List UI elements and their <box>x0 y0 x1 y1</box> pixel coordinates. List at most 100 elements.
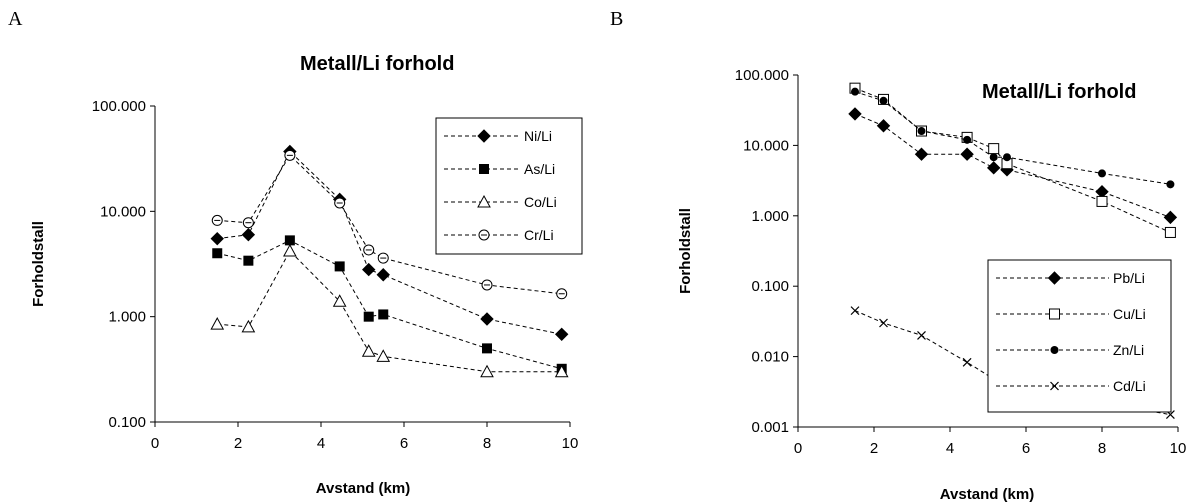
panel-b-series-pb-li-point <box>960 147 974 161</box>
panel-a-series-cr-li-point <box>363 244 375 256</box>
panel-a-series-ni-li-point <box>241 227 256 242</box>
panel-a-x-tick-label: 10 <box>562 435 579 452</box>
panel-a-series-cr-li-point <box>211 214 223 226</box>
panel-a-series-co-li-point <box>241 319 256 333</box>
panel-a-x-tick-label: 8 <box>483 435 491 452</box>
panel-a-series-as-li-point <box>212 248 223 259</box>
panel-b-chart: 0.001 0.010 0.100 1.000 10.000 100.000 0 2 4 6 8 10… <box>677 67 1186 503</box>
panel-b-legend-item: Zn/Li <box>996 342 1144 358</box>
panel-b-legend-label: Zn/Li <box>1113 342 1144 358</box>
panel-b-series-zn-li-point <box>1166 180 1175 189</box>
panel-b-series-zn-li-point <box>1098 169 1106 178</box>
panel-a-series-as-li-point <box>363 311 374 322</box>
panel-b-series-pb-li-point <box>848 107 862 121</box>
panel-b-y-tick-label: 0.010 <box>751 349 789 366</box>
panel-b-y-tick-label: 1.000 <box>751 208 789 225</box>
panel-a-series-co-li-point <box>480 364 494 378</box>
panel-b-x-tick-label: 0 <box>794 440 802 457</box>
panel-a-series-cr-li-point <box>334 197 346 209</box>
panel-b-series-zn-li-line <box>854 91 1171 185</box>
panel-label-a: A <box>8 8 23 30</box>
panel-a-y-axis-title: Forholdstall <box>30 221 47 307</box>
panel-a-series-co-li-line <box>217 250 562 373</box>
panel-b-series-cd-li-line <box>854 310 1171 416</box>
panel-a-chart: 0.100 1.000 10.000 100.000 0 2 4 6 8 10 Metall/Li … <box>30 53 583 497</box>
panel-a-y-tick-label: 100.000 <box>92 98 146 115</box>
panel-a-series-cr-li-line <box>217 154 562 295</box>
panel-a-series-as-li-line <box>217 239 562 370</box>
panel-a-legend: Ni/Li As/Li Co/Li Cr/Li <box>435 117 583 255</box>
panel-a-legend-item: As/Li <box>444 161 555 177</box>
panel-a-series-cr-li <box>211 149 568 300</box>
panel-a-series-ni-li-line <box>217 150 562 335</box>
panel-a-series-as-li <box>212 235 567 374</box>
panel-b-series-pb-li-point <box>1095 184 1109 199</box>
panel-a-series-co-li-point <box>283 243 297 257</box>
panel-a-legend-label: As/Li <box>524 161 555 177</box>
panel-b-legend-label: Cu/Li <box>1113 306 1146 322</box>
panel-a-chart-title: Metall/Li forhold <box>300 53 454 75</box>
panel-a-legend-box <box>435 117 583 255</box>
panel-b-y-tick-label: 10.000 <box>743 137 789 154</box>
panel-a-series-as-li-point <box>334 261 345 272</box>
panel-b-legend-item: Cu/Li <box>996 306 1146 322</box>
panel-a-series-cr-li-point <box>556 288 568 300</box>
panel-b-series-cu-li-point <box>1096 195 1108 207</box>
panel-a-series-co-li-point <box>361 344 376 357</box>
panel-b-legend-marker <box>1050 381 1059 391</box>
panel-b-x-tick-label: 6 <box>1022 440 1030 457</box>
panel-b-legend-item: Pb/Li <box>996 270 1145 286</box>
panel-a-series-cr-li-point <box>242 217 254 229</box>
panel-b-y-tick-label: 0.001 <box>751 419 789 436</box>
panel-a-x-tick-label: 0 <box>151 435 159 452</box>
panel-b-y-tick-label: 0.100 <box>751 278 789 295</box>
panel-a-legend-item: Ni/Li <box>444 128 552 144</box>
panel-a-legend-marker <box>479 164 489 174</box>
panel-a-legend-item: Cr/Li <box>444 227 554 243</box>
panel-b-series-zn-li-point <box>917 127 926 136</box>
panel-b-chart-title: Metall/Li forhold <box>982 81 1136 103</box>
panel-a-y-tick-label: 1.000 <box>108 309 146 326</box>
panel-b-series-cu-li-point <box>988 143 1000 155</box>
panel-b-series-cu-li-point <box>1164 226 1176 238</box>
panel-b-legend-marker <box>1049 308 1060 320</box>
panel-a-series-ni-li-point <box>376 268 390 282</box>
panel-b-legend-marker <box>1047 271 1062 285</box>
panel-b-legend-item: Cd/Li <box>996 378 1146 394</box>
panel-b-x-tick-label: 10 <box>1170 440 1187 457</box>
panel-b-series-cu-li <box>849 82 1176 238</box>
panel-b-y-axis-title: Forholdstall <box>677 208 694 294</box>
panel-a-x-tick-label: 2 <box>234 435 242 452</box>
panel-b-y-tick-label: 100.000 <box>735 67 789 84</box>
panel-a-legend-label: Cr/Li <box>524 227 554 243</box>
panel-a-series-co-li-point <box>376 349 391 362</box>
panel-b-series-cd-li-point <box>917 330 926 340</box>
panel-a-legend-marker <box>478 229 490 241</box>
panel-a-series-cr-li-point <box>284 149 296 161</box>
panel-label-b: B <box>610 8 624 30</box>
panel-a-x-tick-label: 6 <box>400 435 408 452</box>
panel-a-series-as-li-point <box>243 255 254 266</box>
panel-a-series-ni-li-point <box>554 327 569 342</box>
panel-b-series-pb-li <box>848 107 1178 225</box>
panel-b-series-zn-li-point <box>963 135 972 144</box>
panel-a-series-co-li-point <box>210 317 225 330</box>
panel-b-x-tick-label: 4 <box>946 440 954 457</box>
panel-b-legend-label: Cd/Li <box>1113 378 1146 394</box>
panel-b-series-pb-li-line <box>854 113 1171 218</box>
panel-b-x-axis-title: Avstand (km) <box>940 486 1034 503</box>
panel-a-series-ni-li-point <box>362 262 376 277</box>
panel-b-series-cu-li-line <box>854 87 1171 233</box>
panel-b-legend-box <box>987 259 1172 413</box>
panel-a-legend-marker <box>477 129 491 143</box>
panel-b-series-zn-li-point <box>989 153 998 162</box>
panel-b-series-cd-li-point <box>879 318 888 328</box>
panel-a-x-axis-title: Avstand (km) <box>316 480 410 497</box>
panel-a-series-co-li <box>210 243 569 378</box>
panel-b-legend-label: Pb/Li <box>1113 270 1145 286</box>
panel-a-series-co-li-point <box>554 364 569 378</box>
panel-a-y-tick-label: 10.000 <box>100 203 146 220</box>
panel-a-legend-marker <box>477 194 491 208</box>
panel-b-series-pb-li-point <box>914 147 929 161</box>
